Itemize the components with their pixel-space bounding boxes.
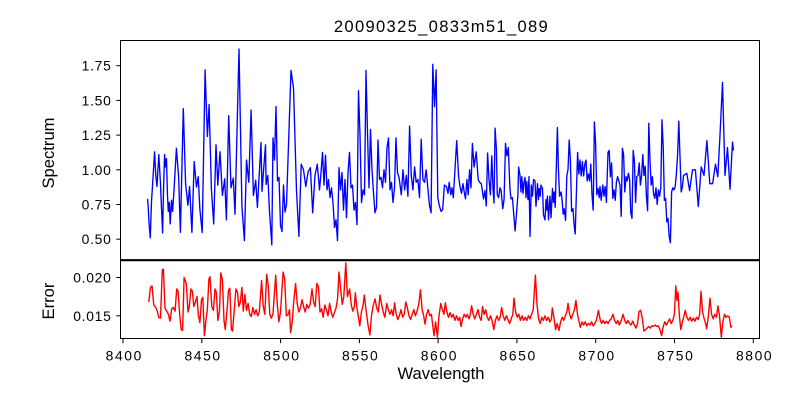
svg-text:Spectrum: Spectrum xyxy=(39,117,58,188)
svg-text:8600: 8600 xyxy=(421,348,458,364)
svg-text:8500: 8500 xyxy=(263,348,300,364)
svg-text:0.015: 0.015 xyxy=(73,308,111,324)
svg-text:8450: 8450 xyxy=(184,348,221,364)
svg-text:20090325_0833m51_089: 20090325_0833m51_089 xyxy=(334,17,549,36)
svg-text:8800: 8800 xyxy=(736,348,773,364)
svg-text:1.00: 1.00 xyxy=(82,162,112,178)
svg-text:8550: 8550 xyxy=(342,348,379,364)
svg-text:8700: 8700 xyxy=(578,348,615,364)
svg-text:0.75: 0.75 xyxy=(82,197,112,213)
svg-text:8400: 8400 xyxy=(106,348,143,364)
svg-text:1.75: 1.75 xyxy=(82,58,112,74)
svg-text:Error: Error xyxy=(39,282,58,319)
svg-text:Wavelength: Wavelength xyxy=(397,364,484,383)
svg-text:0.020: 0.020 xyxy=(73,270,111,286)
svg-text:1.25: 1.25 xyxy=(82,127,112,143)
svg-text:8750: 8750 xyxy=(657,348,694,364)
svg-text:8650: 8650 xyxy=(500,348,537,364)
svg-text:0.50: 0.50 xyxy=(82,231,112,247)
svg-text:1.50: 1.50 xyxy=(82,92,112,108)
